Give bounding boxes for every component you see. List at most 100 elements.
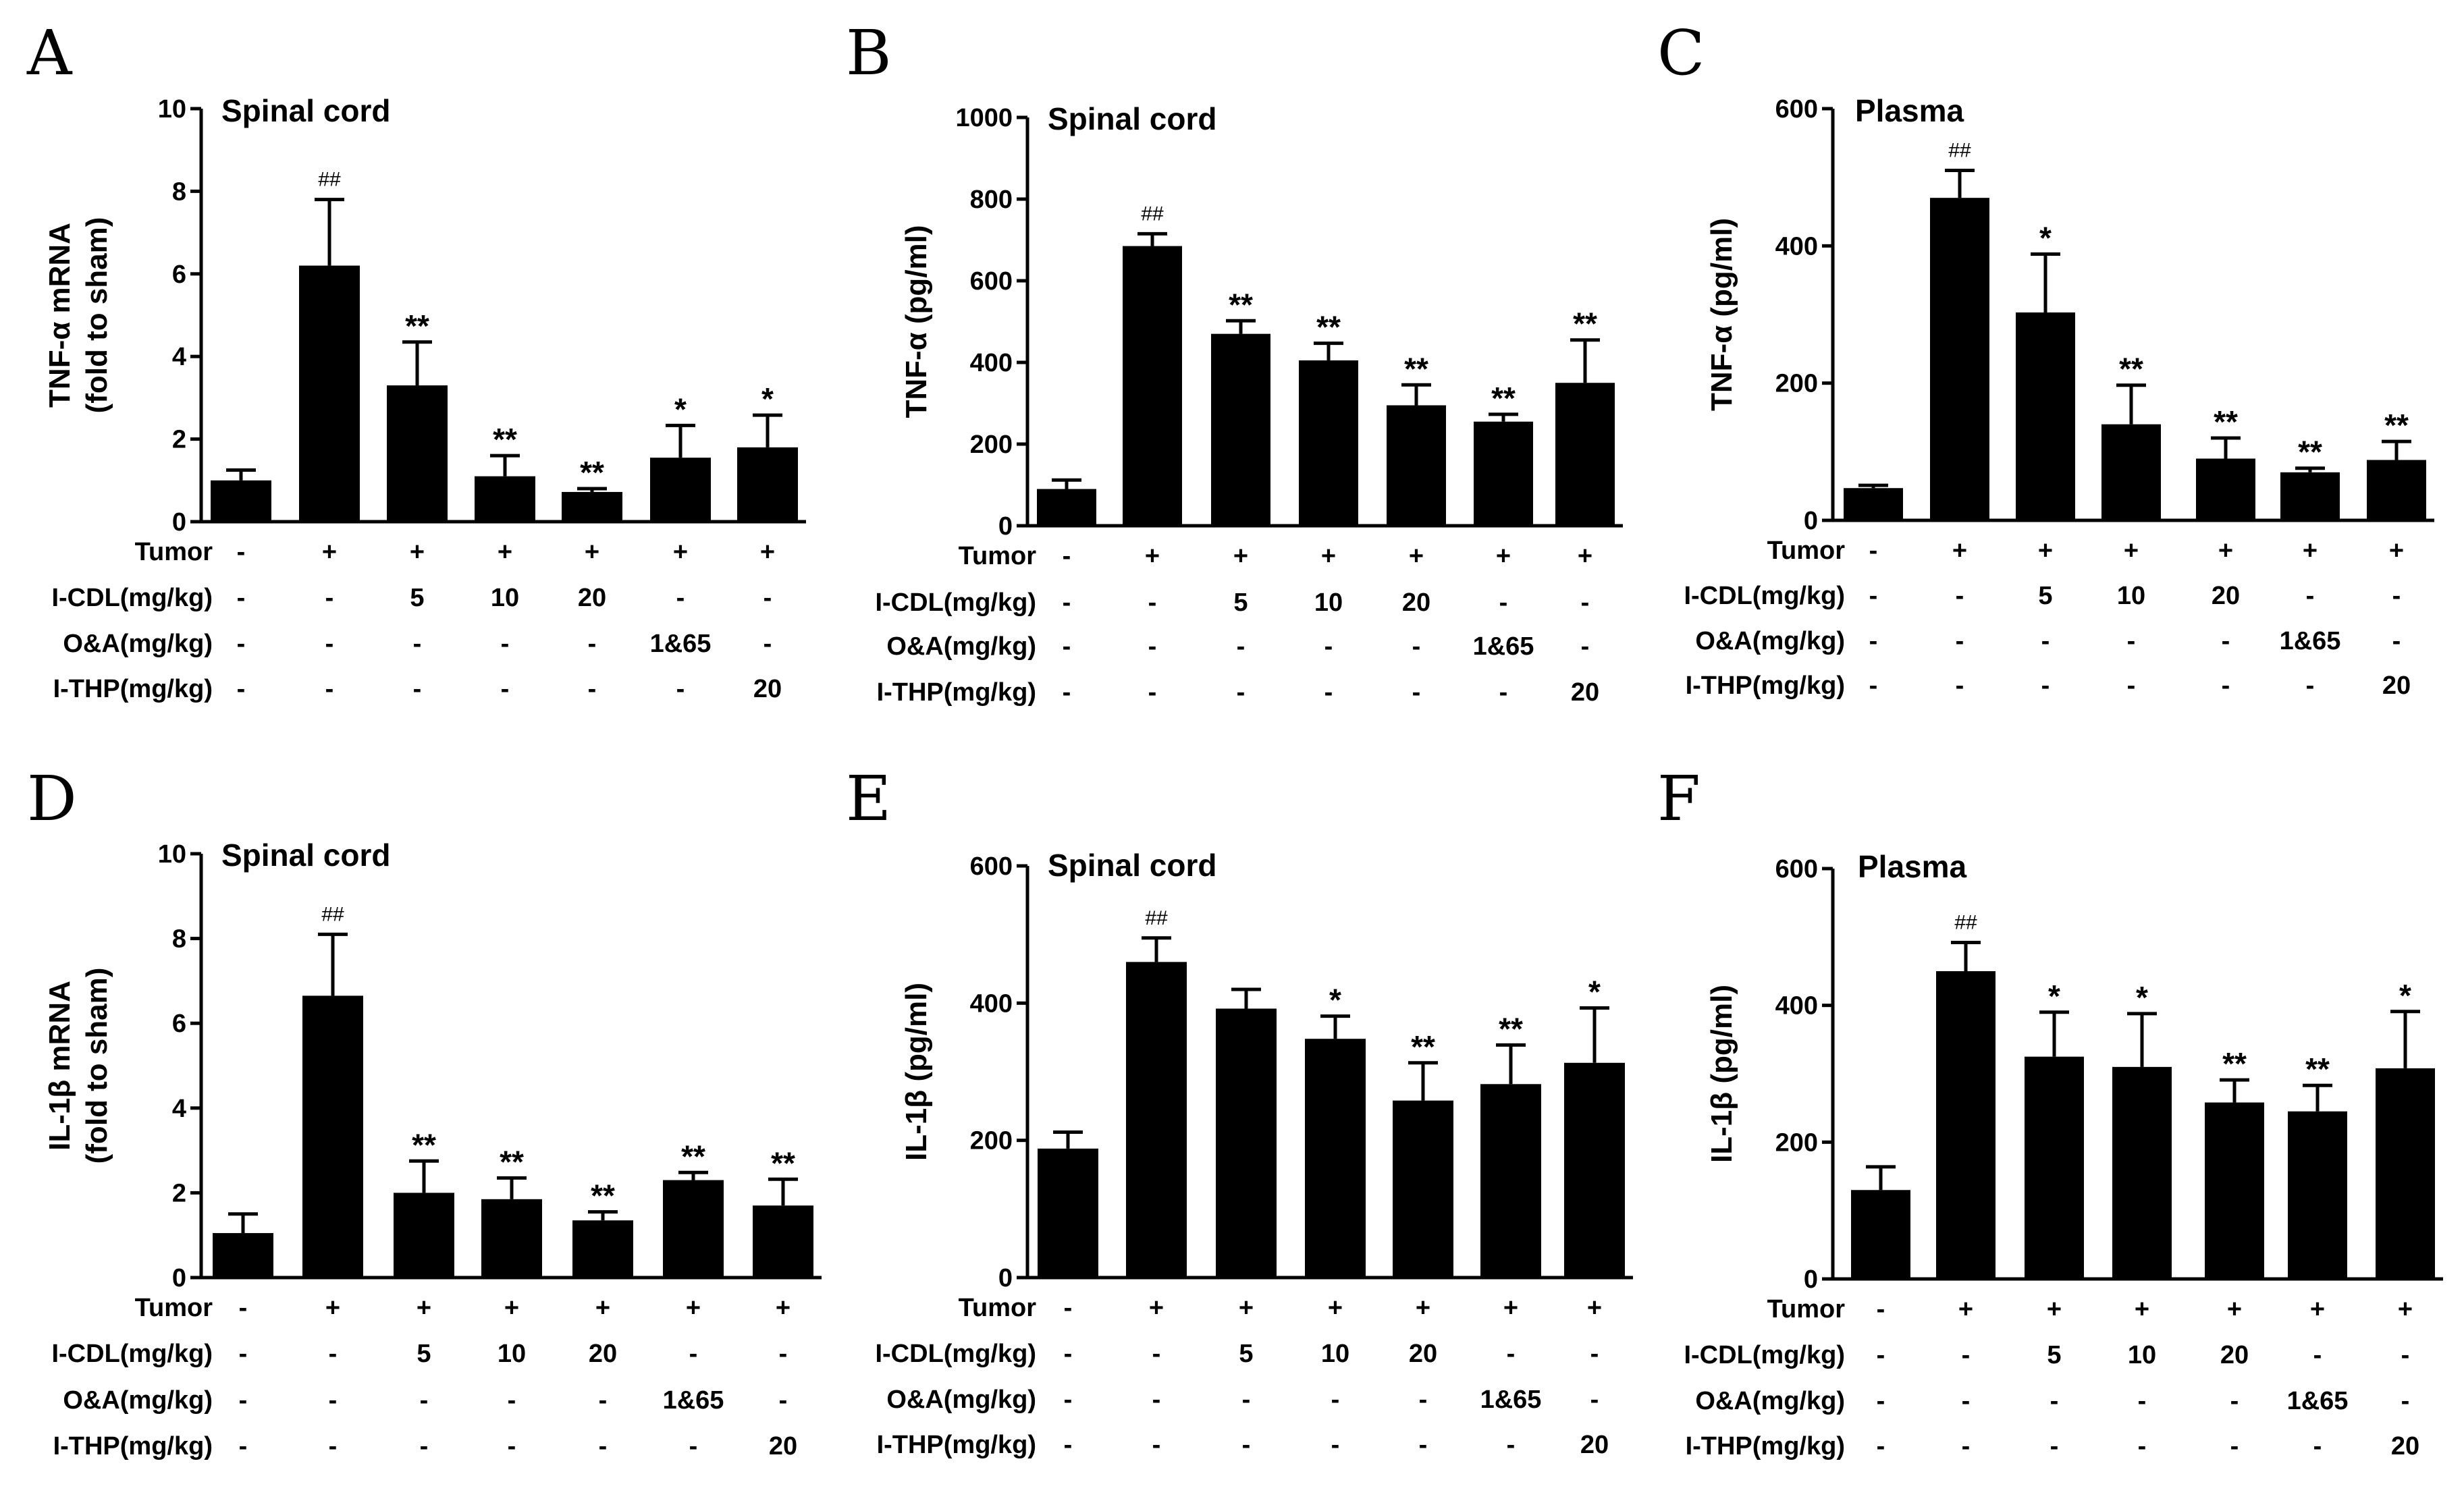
bar (663, 1180, 724, 1278)
treatment-cell: - (237, 584, 246, 612)
y-axis-label: (fold to sham) (80, 217, 113, 414)
treatment-cell: + (2135, 1295, 2149, 1323)
treatment-cell: + (2227, 1295, 2242, 1323)
treatment-cell: 5 (417, 1340, 431, 1368)
significance-marker: ** (1229, 287, 1253, 322)
treatment-cell: + (2310, 1295, 2325, 1323)
treatment-cell: 5 (2038, 582, 2052, 610)
y-tick-label: 600 (970, 852, 1013, 881)
bar (753, 1205, 813, 1278)
significance-marker: * (761, 381, 774, 416)
treatment-cell: + (1958, 1295, 1973, 1323)
treatment-cell: - (2306, 582, 2315, 610)
panel-letter: B (846, 17, 892, 89)
treatment-cell: + (1952, 537, 1967, 565)
y-tick-label: 200 (1775, 370, 1818, 398)
treatment-cell: - (508, 1386, 516, 1415)
bar (475, 476, 535, 522)
treatment-cell: - (329, 1340, 338, 1368)
treatment-cell: + (1503, 1294, 1518, 1322)
treatment-row-label: O&A(mg/kg) (1695, 1387, 1845, 1415)
y-tick-label: 600 (1775, 855, 1818, 883)
significance-marker: ** (2298, 435, 2322, 470)
treatment-cell: - (237, 538, 246, 566)
treatment-cell: - (508, 1432, 516, 1460)
treatment-cell: 1&65 (1480, 1386, 1542, 1414)
y-axis-label: (fold to sham) (80, 968, 113, 1164)
bar (572, 1220, 633, 1278)
treatment-cell: - (1962, 1387, 1971, 1415)
treatment-cell: 20 (769, 1432, 797, 1460)
y-axis-label: TNF-α (pg/ml) (900, 225, 933, 418)
treatment-cell: - (599, 1386, 608, 1415)
y-tick-label: 8 (172, 925, 186, 954)
bar (2112, 1066, 2172, 1279)
panel-b: B Spinal cord 0 200 400 600 800 1000 TNF-α (pg/m… (846, 17, 1623, 707)
treatment-row-label: O&A(mg/kg) (63, 630, 213, 658)
treatment-cell: + (2218, 537, 2233, 565)
treatment-row-label: I-CDL(mg/kg) (1684, 582, 1845, 610)
significance-marker: ## (1948, 140, 1971, 162)
treatment-cell: - (2041, 672, 2050, 700)
treatment-cell: - (2401, 1341, 2410, 1369)
treatment-cell: - (588, 675, 597, 703)
treatment-row-label: Tumor (1767, 537, 1846, 565)
treatment-cell: - (764, 630, 772, 658)
treatment-cell: - (1869, 537, 1878, 565)
treatment-cell: - (779, 1340, 788, 1368)
treatment-cell: - (1877, 1341, 1885, 1369)
treatment-cell: - (2222, 672, 2230, 700)
y-tick-label: 200 (970, 431, 1013, 459)
treatment-cell: - (1064, 1386, 1073, 1414)
treatment-cell: - (1962, 1432, 1971, 1460)
y-tick-label: 10 (158, 95, 186, 124)
significance-marker: ** (2384, 408, 2409, 443)
treatment-cell: + (1587, 1294, 1602, 1322)
significance-marker: * (1329, 983, 1341, 1018)
treatment-cell: 20 (1571, 678, 1599, 707)
treatment-cell: + (595, 1294, 610, 1322)
treatment-cell: - (1242, 1431, 1251, 1459)
significance-marker: * (674, 391, 687, 427)
treatment-cell: + (1239, 1294, 1254, 1322)
significance-marker: ## (321, 903, 344, 925)
y-axis-label: TNF-α (pg/ml) (1705, 218, 1738, 411)
treatment-cell: + (1409, 542, 1424, 570)
treatment-cell: + (504, 1294, 519, 1322)
treatment-cell: - (1581, 632, 1590, 661)
treatment-row-label: I-CDL(mg/kg) (875, 1340, 1036, 1368)
treatment-cell: + (1578, 542, 1592, 570)
treatment-cell: - (2138, 1432, 2147, 1460)
treatment-cell: - (239, 1432, 248, 1460)
y-tick-label: 400 (1775, 232, 1818, 261)
treatment-cell: + (2398, 1295, 2413, 1323)
y-tick-label: 6 (172, 261, 186, 289)
treatment-cell: - (2230, 1387, 2239, 1415)
treatment-cell: + (325, 1294, 340, 1322)
treatment-row-label: Tumor (959, 542, 1037, 570)
treatment-cell: - (1152, 1340, 1161, 1368)
treatment-cell: - (413, 630, 422, 658)
treatment-cell: - (325, 584, 334, 612)
treatment-cell: - (588, 630, 597, 658)
treatment-cell: - (1324, 632, 1333, 661)
treatment-cell: - (1152, 1431, 1161, 1459)
treatment-cell: - (1869, 582, 1878, 610)
significance-marker: ** (405, 308, 429, 344)
treatment-row-label: O&A(mg/kg) (63, 1386, 213, 1415)
treatment-cell: 20 (2220, 1341, 2249, 1369)
treatment-cell: 10 (1314, 589, 1343, 617)
treatment-cell: 10 (491, 584, 519, 612)
treatment-cell: - (501, 630, 510, 658)
treatment-row-label: I-THP(mg/kg) (877, 1431, 1036, 1459)
treatment-cell: 1&65 (1473, 632, 1534, 661)
treatment-cell: - (329, 1386, 338, 1415)
treatment-cell: - (779, 1386, 788, 1415)
bar (1123, 246, 1182, 526)
significance-marker: * (2048, 979, 2060, 1014)
treatment-cell: - (237, 630, 246, 658)
y-tick-label: 4 (172, 343, 186, 371)
treatment-cell: 1&65 (2287, 1387, 2349, 1415)
treatment-cell: + (410, 538, 425, 566)
bar (1930, 198, 1989, 520)
